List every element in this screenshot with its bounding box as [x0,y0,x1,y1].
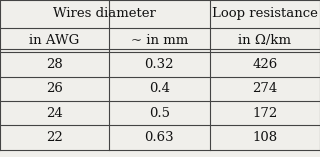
Text: 26: 26 [46,82,63,95]
Text: Loop resistance: Loop resistance [212,8,318,20]
Text: 0.32: 0.32 [144,58,174,71]
Text: 274: 274 [252,82,277,95]
Text: 0.4: 0.4 [149,82,170,95]
Text: 22: 22 [46,131,63,144]
Text: 28: 28 [46,58,63,71]
Text: 24: 24 [46,107,63,120]
Text: 108: 108 [252,131,277,144]
Text: 0.63: 0.63 [144,131,174,144]
Text: 426: 426 [252,58,277,71]
Text: in Ω/km: in Ω/km [238,34,291,47]
Text: 172: 172 [252,107,277,120]
Text: in AWG: in AWG [29,34,80,47]
Text: 0.5: 0.5 [149,107,170,120]
Text: ~ in mm: ~ in mm [131,34,188,47]
Text: Wires diameter: Wires diameter [53,8,156,20]
